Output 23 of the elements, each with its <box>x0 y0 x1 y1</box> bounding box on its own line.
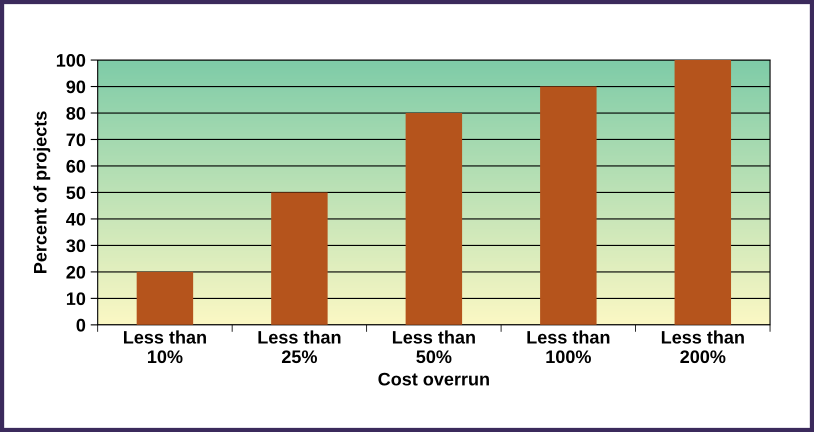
x-tick-label: Less than 50% <box>392 330 475 364</box>
x-tick-label: Less than 100% <box>527 330 610 364</box>
y-axis-title: Percent of projects <box>33 111 50 274</box>
y-tick-label: 10 <box>66 292 86 306</box>
x-tick-label: Less than 10% <box>124 330 206 364</box>
bar <box>136 272 194 325</box>
y-tick-label: 40 <box>66 212 86 226</box>
y-tick-label: 80 <box>66 106 86 120</box>
y-tick-label: 50 <box>66 186 86 200</box>
y-tick-label: 70 <box>66 133 86 146</box>
x-axis-title: Cost overrun <box>378 372 489 386</box>
y-tick-label: 20 <box>66 266 86 279</box>
y-tick-label: 100 <box>56 54 86 67</box>
bar <box>271 192 328 325</box>
bar <box>406 113 462 325</box>
y-tick-label: 60 <box>66 160 86 173</box>
y-tick-label: 30 <box>66 239 86 252</box>
x-tick-label: Less than 25% <box>258 330 340 364</box>
x-tick-label: Less than 200% <box>662 330 744 364</box>
bar <box>540 86 597 325</box>
y-tick-label: 90 <box>66 80 86 94</box>
bar <box>674 60 732 325</box>
y-tick-label: 0 <box>76 318 86 332</box>
